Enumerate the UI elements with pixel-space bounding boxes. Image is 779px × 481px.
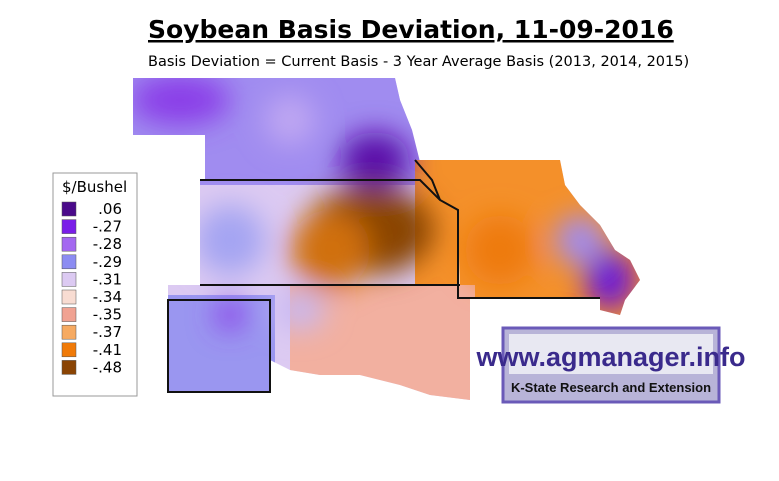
logo-url: www.agmanager.info: [475, 342, 745, 372]
legend-swatch: [61, 236, 77, 252]
map-shading: [133, 78, 635, 330]
legend-label: -.31: [93, 270, 122, 288]
legend-swatch: [61, 254, 77, 270]
legend-label: -.28: [93, 235, 122, 253]
legend-label: -.34: [93, 288, 122, 306]
legend-swatch: [61, 342, 77, 358]
legend-swatch: [61, 219, 77, 234]
legend-label: -.29: [93, 253, 122, 271]
legend-title: $/Bushel: [62, 178, 127, 196]
legend-swatch: [61, 272, 77, 287]
subtitle: Basis Deviation = Current Basis - 3 Year…: [148, 54, 689, 70]
title: Soybean Basis Deviation, 11-09-2016: [148, 15, 674, 44]
legend-label: -.27: [93, 218, 122, 236]
logo-panel: [509, 334, 713, 374]
legend-label: -.37: [93, 323, 122, 341]
legend-label: .06: [98, 200, 122, 218]
logo: www.agmanager.info K-State Research and …: [475, 326, 746, 404]
legend-swatch: [61, 307, 77, 322]
logo-org: K-State Research and Extension: [511, 380, 711, 395]
legend-swatch: [61, 360, 77, 375]
legend-label: -.41: [93, 341, 122, 359]
legend-swatch: [61, 289, 77, 305]
legend-swatch: [61, 201, 77, 217]
legend-label: -.35: [93, 306, 122, 324]
legend-label: -.48: [93, 358, 122, 376]
state-borders: [167, 159, 600, 393]
legend-swatch: [61, 324, 77, 340]
legend: $/Bushel .06-.27-.28-.29-.31-.34-.35-.37…: [52, 172, 138, 397]
